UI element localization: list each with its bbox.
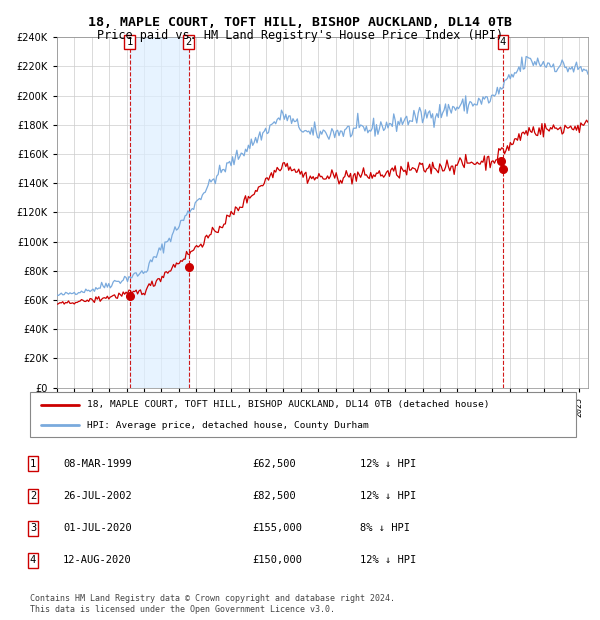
- Text: £82,500: £82,500: [252, 491, 296, 501]
- Text: 4: 4: [500, 37, 506, 47]
- Text: 4: 4: [30, 556, 36, 565]
- Text: 2: 2: [30, 491, 36, 501]
- Text: HPI: Average price, detached house, County Durham: HPI: Average price, detached house, Coun…: [88, 420, 369, 430]
- Text: 01-JUL-2020: 01-JUL-2020: [63, 523, 132, 533]
- Text: £150,000: £150,000: [252, 556, 302, 565]
- Text: 18, MAPLE COURT, TOFT HILL, BISHOP AUCKLAND, DL14 0TB (detached house): 18, MAPLE COURT, TOFT HILL, BISHOP AUCKL…: [88, 400, 490, 409]
- Text: 08-MAR-1999: 08-MAR-1999: [63, 459, 132, 469]
- Text: 1: 1: [127, 37, 133, 47]
- Text: 3: 3: [30, 523, 36, 533]
- Bar: [130, 37, 189, 387]
- Text: 12% ↓ HPI: 12% ↓ HPI: [360, 459, 416, 469]
- Text: 1: 1: [30, 459, 36, 469]
- Text: £62,500: £62,500: [252, 459, 296, 469]
- Text: 8% ↓ HPI: 8% ↓ HPI: [360, 523, 410, 533]
- Text: 12-AUG-2020: 12-AUG-2020: [63, 556, 132, 565]
- Text: 26-JUL-2002: 26-JUL-2002: [63, 491, 132, 501]
- Text: 2: 2: [185, 37, 192, 47]
- Text: Price paid vs. HM Land Registry's House Price Index (HPI): Price paid vs. HM Land Registry's House …: [97, 29, 503, 42]
- Text: 12% ↓ HPI: 12% ↓ HPI: [360, 556, 416, 565]
- Text: Contains HM Land Registry data © Crown copyright and database right 2024.
This d: Contains HM Land Registry data © Crown c…: [30, 595, 395, 614]
- Text: 18, MAPLE COURT, TOFT HILL, BISHOP AUCKLAND, DL14 0TB: 18, MAPLE COURT, TOFT HILL, BISHOP AUCKL…: [88, 16, 512, 29]
- Text: £155,000: £155,000: [252, 523, 302, 533]
- Text: 12% ↓ HPI: 12% ↓ HPI: [360, 491, 416, 501]
